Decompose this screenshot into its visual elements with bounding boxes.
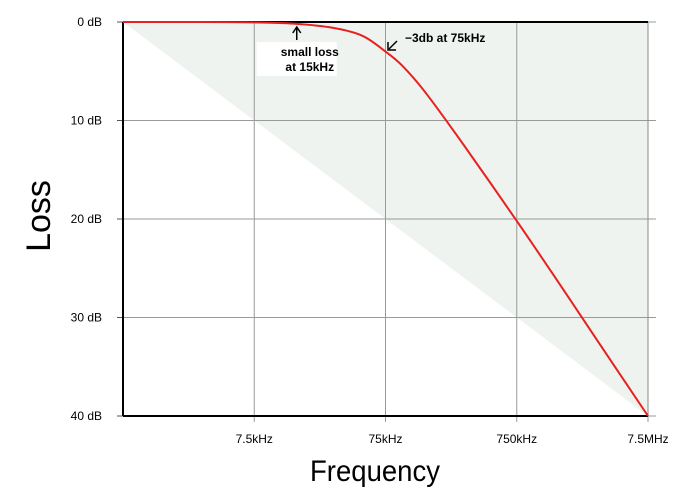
y-tick-label: 30 dB [71,311,102,325]
y-tick-label: 20 dB [71,212,102,226]
annotation-small-loss-line2: at 15kHz [285,60,334,74]
annotation-arrowhead [292,25,302,34]
annotation-3db: −3db at 75kHz [405,31,485,45]
x-axis-label: Frequency [310,455,440,488]
y-tick-label: 0 dB [77,15,102,29]
x-tick-label: 750kHz [496,432,537,446]
x-tick-label: 7.5kHz [236,432,273,446]
x-tick-label: 7.5MHz [627,432,668,446]
y-tick-label: 10 dB [71,114,102,128]
annotation-small-loss-line1: small loss [281,45,339,59]
annotation-arrow [388,40,398,50]
y-tick-label: 40 dB [71,409,102,423]
y-axis-label: Loss [20,180,58,252]
x-tick-label: 75kHz [368,432,402,446]
annotation-arrowhead [387,42,396,51]
annotation-bg [256,42,337,76]
series-line [122,20,649,417]
